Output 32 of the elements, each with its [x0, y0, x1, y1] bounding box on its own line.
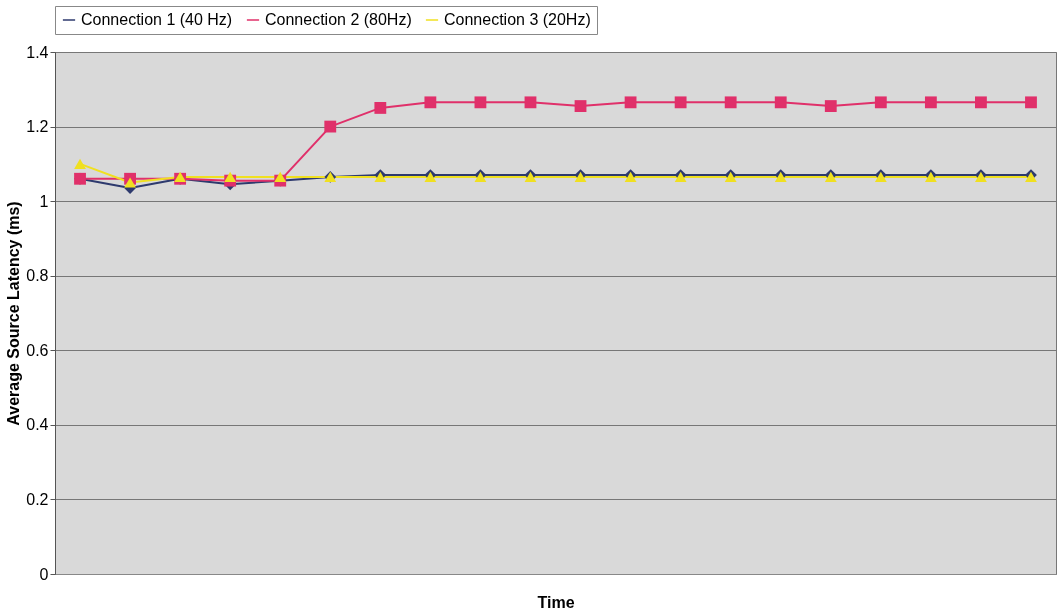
point	[524, 96, 537, 109]
legend-label: Connection 1 (40 Hz)	[81, 11, 233, 28]
point	[724, 96, 737, 109]
y-tick-label: 0.4	[26, 416, 49, 434]
point	[975, 96, 987, 109]
x-axis-title: Time	[537, 593, 575, 611]
point	[574, 100, 587, 112]
y-tick-label: 0.6	[26, 341, 49, 359]
point	[824, 100, 837, 112]
y-tick-label: 1.2	[26, 118, 49, 136]
point	[624, 96, 637, 109]
point	[424, 96, 437, 109]
point	[124, 177, 136, 188]
point	[774, 96, 787, 109]
point	[474, 96, 487, 109]
y-tick-label: 1.4	[26, 43, 49, 61]
point	[924, 96, 937, 109]
point	[1025, 96, 1037, 109]
y-tick-label: 1	[39, 192, 49, 210]
y-axis-title: Average Source Latency (ms)	[5, 201, 23, 426]
y-tick-label: 0.2	[26, 490, 49, 508]
y-tick-label: 0.8	[26, 267, 49, 285]
point	[74, 158, 86, 169]
legend-label: Connection 3 (20Hz)	[444, 11, 591, 28]
legend-label: Connection 2 (80Hz)	[265, 11, 412, 28]
point	[674, 96, 687, 109]
point	[374, 102, 387, 114]
point	[324, 120, 337, 133]
point	[274, 171, 287, 183]
point	[224, 171, 237, 183]
y-tick-label: 0	[39, 565, 49, 583]
point	[874, 96, 887, 109]
